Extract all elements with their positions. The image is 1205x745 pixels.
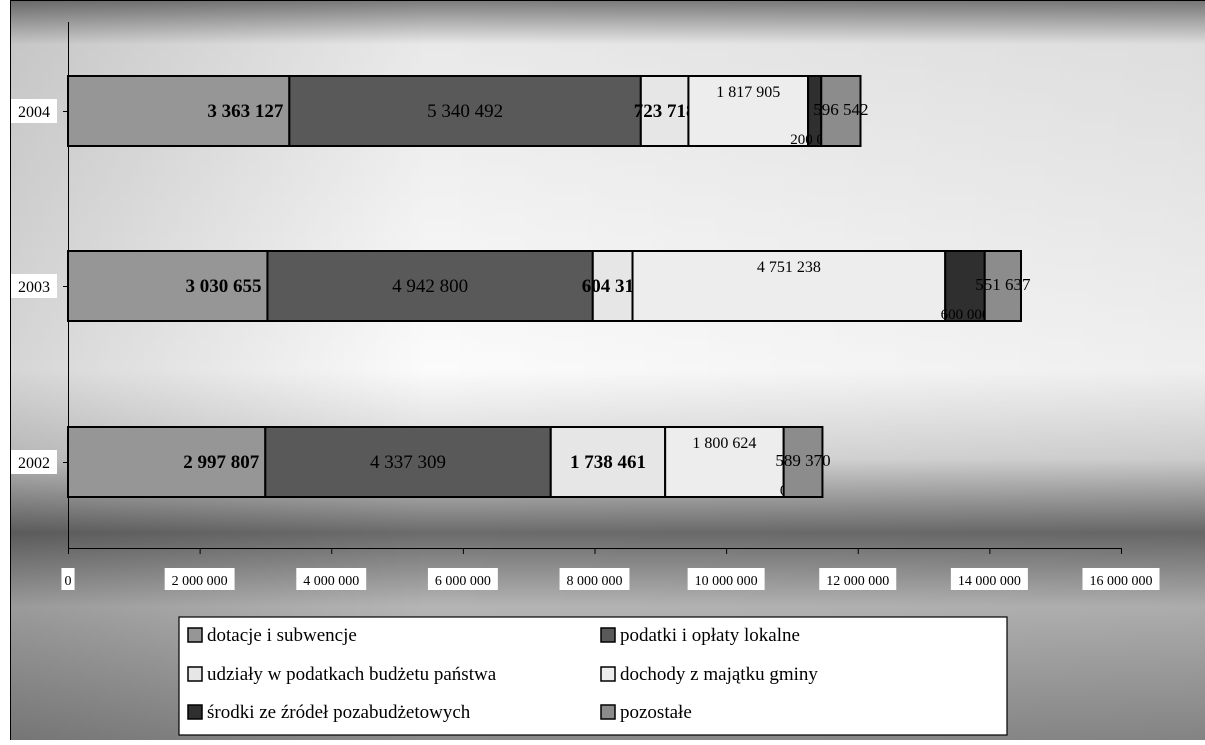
data-label-dochody-z-majatku-gminy-2004: 1 817 905 — [716, 84, 780, 101]
x-tick-label: 8 000 000 — [567, 574, 623, 589]
y-tick-label-2003: 2003 — [18, 279, 50, 296]
x-tick-label: 0 — [65, 574, 72, 589]
legend-swatch-podatki-i-oplaty-lokalne — [600, 627, 616, 643]
legend-label-srodki-ze-zrodel-pozabudzetowych: środki ze źródeł pozabudżetowych — [207, 702, 471, 723]
x-tick-label: 14 000 000 — [958, 574, 1021, 589]
y-tick-label-bg — [11, 99, 57, 123]
x-tick-label-bg — [1082, 568, 1160, 590]
bar-dotacje-i-subwencje-2002 — [67, 426, 267, 498]
x-tick-label: 2 000 000 — [172, 574, 228, 589]
data-label-pozostale-2003: 551 637 — [975, 275, 1031, 294]
data-label-pozostale-2004: 596 542 — [813, 100, 868, 119]
legend-label-pozostale: pozostałe — [620, 702, 692, 723]
data-label-srodki-ze-zrodel-pozabudzetowych-2003: 600 000 — [941, 307, 990, 323]
legend-swatch-pozostale — [600, 704, 616, 720]
legend-swatch-srodki-ze-zrodel-pozabudzetowych — [187, 704, 203, 720]
x-tick-label-bg — [559, 568, 630, 590]
data-label-dochody-z-majatku-gminy-2003: 4 751 238 — [757, 259, 821, 276]
data-label-dochody-z-majatku-gminy-2002: 1 800 624 — [692, 435, 756, 452]
data-label-dotacje-i-subwencje-2004: 3 363 127 — [207, 101, 284, 122]
legend-label-dochody-z-majatku-gminy: dochody z majątku gminy — [620, 664, 818, 685]
bar-dochody-z-majatku-gminy-2002 — [664, 426, 785, 498]
x-tick-label: 10 000 000 — [695, 574, 758, 589]
x-tick-label: 6 000 000 — [435, 574, 491, 589]
data-label-podatki-i-oplaty-lokalne-2003: 4 942 800 — [392, 276, 468, 297]
x-tick-label-bg — [950, 568, 1028, 590]
legend-swatch-dochody-z-majatku-gminy — [600, 666, 616, 682]
legend: dotacje i subwencje podatki i opłaty loka… — [178, 616, 1008, 736]
x-tick-label: 16 000 000 — [1090, 574, 1153, 589]
bar-podatki-i-oplaty-lokalne-2003 — [266, 250, 594, 322]
x-tick-label-bg — [164, 568, 235, 590]
x-tick-label-bg — [819, 568, 897, 590]
x-tick-label: 4 000 000 — [303, 574, 359, 589]
bar-podatki-i-oplaty-lokalne-2004 — [288, 75, 642, 147]
y-tick-label-2002: 2002 — [18, 455, 50, 472]
data-label-udzialy-w-podatkach-budzetu-panstwa-2002: 1 738 461 — [570, 452, 646, 473]
data-label-podatki-i-oplaty-lokalne-2004: 5 340 492 — [427, 101, 503, 122]
legend-label-podatki-i-oplaty-lokalne: podatki i opłaty lokalne — [620, 625, 800, 646]
bar-podatki-i-oplaty-lokalne-2002 — [264, 426, 552, 498]
bar-udzialy-w-podatkach-budzetu-panstwa-2004 — [639, 75, 690, 147]
legend-label-dotacje-i-subwencje: dotacje i subwencje — [207, 625, 357, 646]
data-label-dotacje-i-subwencje-2003: 3 030 655 — [185, 276, 261, 297]
x-tick-label-bg — [687, 568, 765, 590]
bar-pozostale-2002 — [782, 426, 824, 498]
bar-dochody-z-majatku-gminy-2003 — [631, 250, 947, 322]
legend-swatch-dotacje-i-subwencje — [187, 627, 203, 643]
data-label-pozostale-2002: 589 370 — [775, 451, 830, 470]
data-label-udzialy-w-podatkach-budzetu-panstwa-2003: 604 319 — [582, 276, 644, 297]
bar-pozostale-2003 — [983, 250, 1023, 322]
bar-pozostale-2004 — [820, 75, 862, 147]
x-tick-label-bg — [296, 568, 367, 590]
y-tick-label-2004: 2004 — [18, 104, 50, 121]
bar-dochody-z-majatku-gminy-2004 — [687, 75, 810, 147]
legend-swatch-udzialy-w-podatkach-budzetu-panstwa — [187, 666, 203, 682]
data-label-podatki-i-oplaty-lokalne-2002: 4 337 309 — [370, 452, 446, 473]
x-tick-label: 12 000 000 — [826, 574, 889, 589]
data-label-udzialy-w-podatkach-budzetu-panstwa-2004: 723 718 — [634, 101, 696, 122]
y-tick-label-bg — [11, 274, 57, 298]
bar-udzialy-w-podatkach-budzetu-panstwa-2002 — [549, 426, 667, 498]
y-tick-label-bg — [11, 450, 57, 474]
plot-area: 0 2 000 000 4 000 000 6 000 000 8 000 000 10 … — [11, 22, 1160, 590]
data-label-dotacje-i-subwencje-2002: 2 997 807 — [183, 452, 260, 473]
legend-label-udzialy-w-podatkach-budzetu-panstwa: udziały w podatkach budżetu państwa — [207, 664, 497, 685]
legend-box — [178, 616, 1008, 736]
bar-udzialy-w-podatkach-budzetu-panstwa-2003 — [591, 250, 634, 322]
x-tick-label-bg — [61, 568, 75, 590]
x-tick-label-bg — [427, 568, 498, 590]
